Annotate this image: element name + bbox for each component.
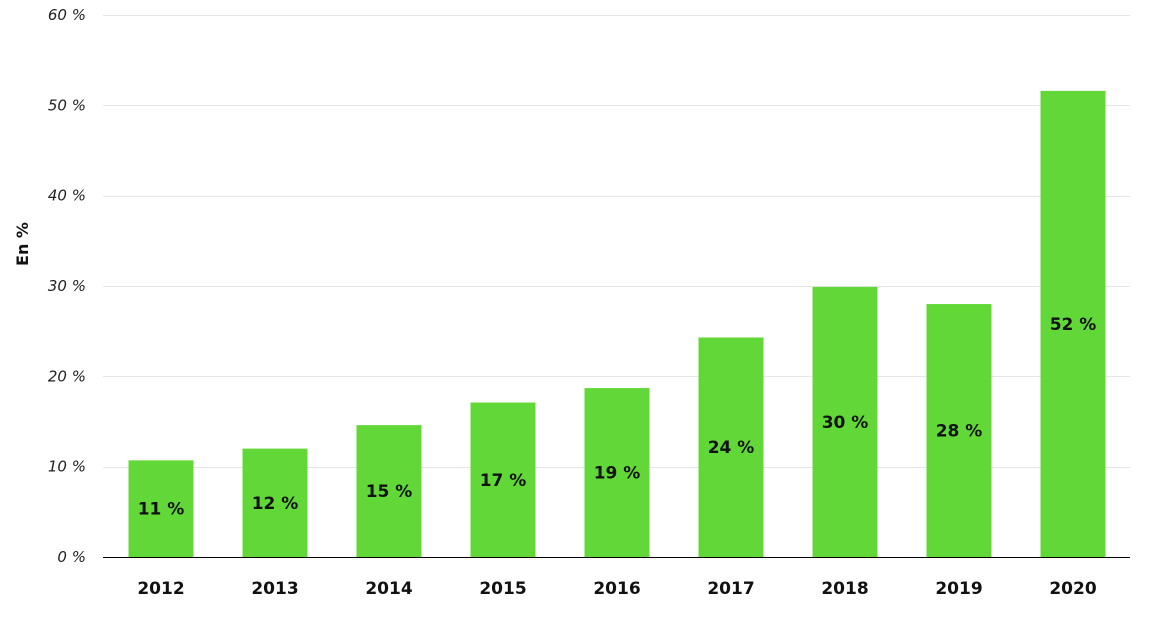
- y-tick-label: 20 %: [48, 367, 86, 385]
- bar-2015: [470, 402, 536, 557]
- y-tick-label: 60 %: [48, 6, 86, 24]
- y-tick-label: 30 %: [48, 277, 86, 295]
- y-axis-ticks: 0 % 10 % 20 % 30 % 40 % 50 % 60 %: [48, 6, 86, 566]
- data-labels: 11 % 12 % 15 % 17 % 19 % 24 % 30 % 28 % 52 %: [138, 315, 1097, 520]
- y-tick-label: 50 %: [48, 96, 86, 114]
- bar-2014: [356, 425, 422, 557]
- bar-2016: [584, 388, 650, 557]
- x-tick-label: 2020: [1049, 579, 1096, 599]
- data-label: 28 %: [936, 422, 983, 442]
- bar-2012: [128, 460, 194, 557]
- y-tick-label: 0 %: [57, 548, 86, 566]
- bar-2013: [242, 448, 308, 557]
- data-label: 52 %: [1050, 315, 1097, 335]
- data-label: 15 %: [366, 482, 413, 502]
- x-axis-ticks: 2012 2013 2014 2015 2016 2017 2018 2019 2020: [137, 579, 1096, 599]
- y-tick-label: 40 %: [48, 187, 86, 205]
- bar-2018: [812, 286, 878, 557]
- x-tick-label: 2019: [935, 579, 982, 599]
- data-label: 19 %: [594, 464, 641, 484]
- data-label: 17 %: [480, 471, 527, 491]
- data-label: 12 %: [252, 494, 299, 514]
- bar-2020: [1040, 90, 1106, 557]
- bar-2017: [698, 337, 764, 557]
- bar-2019: [926, 304, 992, 557]
- data-label: 30 %: [822, 413, 869, 433]
- y-axis-title: En %: [13, 222, 32, 266]
- data-label: 24 %: [708, 438, 755, 458]
- x-tick-label: 2012: [137, 579, 184, 599]
- x-tick-label: 2018: [821, 579, 868, 599]
- data-label: 11 %: [138, 500, 185, 520]
- bars: [128, 90, 1106, 557]
- y-tick-label: 10 %: [48, 458, 86, 476]
- x-tick-label: 2017: [707, 579, 754, 599]
- x-tick-label: 2016: [593, 579, 640, 599]
- x-tick-label: 2015: [479, 579, 526, 599]
- x-tick-label: 2014: [365, 579, 412, 599]
- x-tick-label: 2013: [251, 579, 298, 599]
